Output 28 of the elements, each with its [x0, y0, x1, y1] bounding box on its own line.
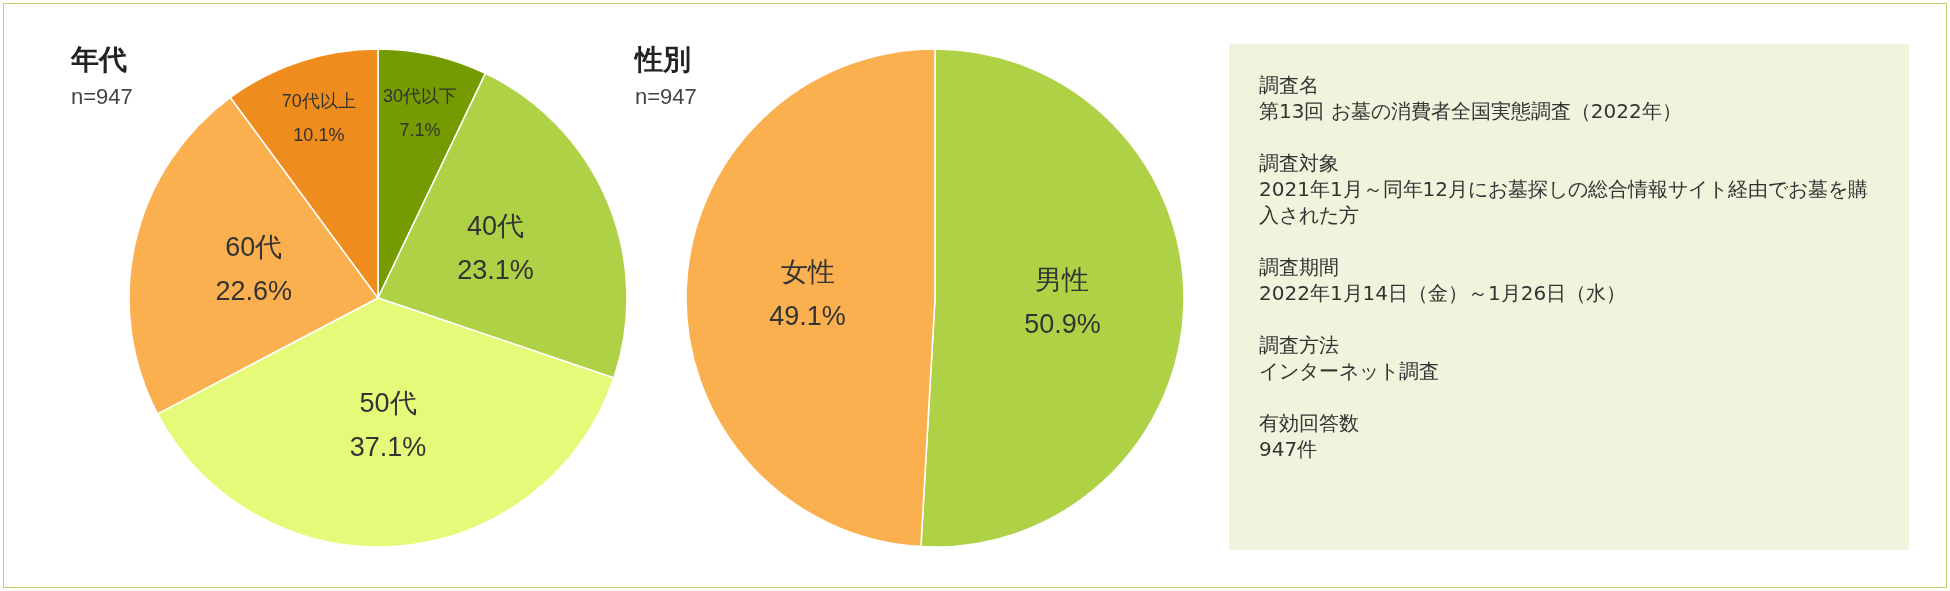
- text: 2021年1月～同年12月にお墓探しの総合情報サイト経由でお墓を購入された方: [1259, 176, 1870, 228]
- slice-label: 40代: [466, 211, 525, 242]
- text: 調査名: [1259, 72, 1320, 98]
- text: 947件: [1259, 436, 1319, 462]
- text: 調査対象: [1259, 150, 1340, 176]
- slice-label: 30代以下: [382, 86, 457, 107]
- text: 有効回答数: [1259, 410, 1360, 436]
- slice-label: 女性: [780, 257, 835, 288]
- chart-title: 性別: [633, 43, 691, 75]
- text: n=947: [71, 83, 133, 109]
- text: 調査期間: [1259, 254, 1340, 280]
- text: 調査方法: [1259, 332, 1340, 358]
- slice-label: 60代: [225, 232, 283, 263]
- text: 2022年1月14日（金）～1月26日（水）: [1259, 280, 1628, 306]
- data-label: 22.6%: [215, 276, 293, 307]
- data-label: 49.1%: [769, 301, 846, 332]
- slice-label: 男性: [1035, 264, 1090, 295]
- data-label: 50.9%: [1024, 308, 1101, 339]
- text: インターネット調査: [1259, 358, 1440, 384]
- slice-label: 70代以上: [281, 90, 356, 111]
- data-label: 7.1%: [399, 120, 441, 141]
- chart-title: 年代: [70, 43, 127, 75]
- text: 第13回 お墓の消費者全国実態調査（2022年）: [1259, 98, 1683, 124]
- text: n=947: [635, 83, 697, 109]
- slice-label: 50代: [359, 388, 417, 419]
- data-label: 23.1%: [457, 255, 534, 286]
- data-label: 10.1%: [293, 124, 345, 145]
- data-label: 37.1%: [349, 432, 427, 463]
